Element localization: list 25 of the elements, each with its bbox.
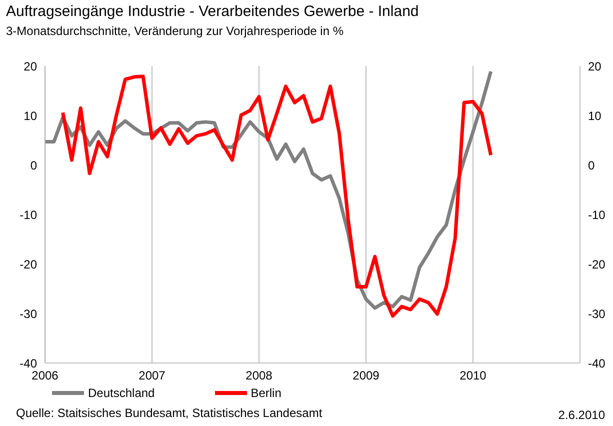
x-tick-label: 2006: [32, 368, 59, 383]
y-tick-label: -20: [20, 257, 38, 272]
legend-label: Deutschland: [88, 386, 155, 400]
chart-subtitle: 3-Monatsdurchschnitte, Veränderung zur Vorjahresperiode in %: [6, 24, 344, 38]
y2-tick-label: -30: [588, 306, 606, 321]
source-note: Quelle: Staitsisches Bundesamt, Statistisches Landesamt: [16, 406, 322, 420]
y-tick-label: 20: [24, 59, 38, 74]
x-tick-label: 2007: [138, 368, 166, 383]
chart-title: Auftragseingänge Industrie - Verarbeitendes Gewerbe - Inland: [6, 3, 419, 20]
y-tick-label: -30: [20, 306, 38, 321]
y2-tick-label: -10: [588, 208, 606, 222]
x-tick-label: 2008: [246, 368, 273, 383]
x-tick-label: 2010: [460, 368, 487, 383]
y2-tick-label: -40: [588, 356, 606, 370]
y-tick-label: 0: [30, 158, 38, 172]
y-tick-label: 10: [24, 108, 38, 123]
y2-tick-label: -20: [588, 257, 606, 272]
y-tick-label: -10: [20, 208, 38, 222]
x-tick-label: 2009: [352, 368, 380, 383]
y2-tick-label: 20: [588, 59, 602, 74]
text: 2.6.2010: [558, 408, 605, 422]
y2-tick-label: 10: [588, 108, 602, 123]
y-tick-label: -40: [20, 356, 38, 370]
y2-tick-label: 0: [588, 158, 595, 172]
legend-label: Berlin: [250, 386, 282, 400]
